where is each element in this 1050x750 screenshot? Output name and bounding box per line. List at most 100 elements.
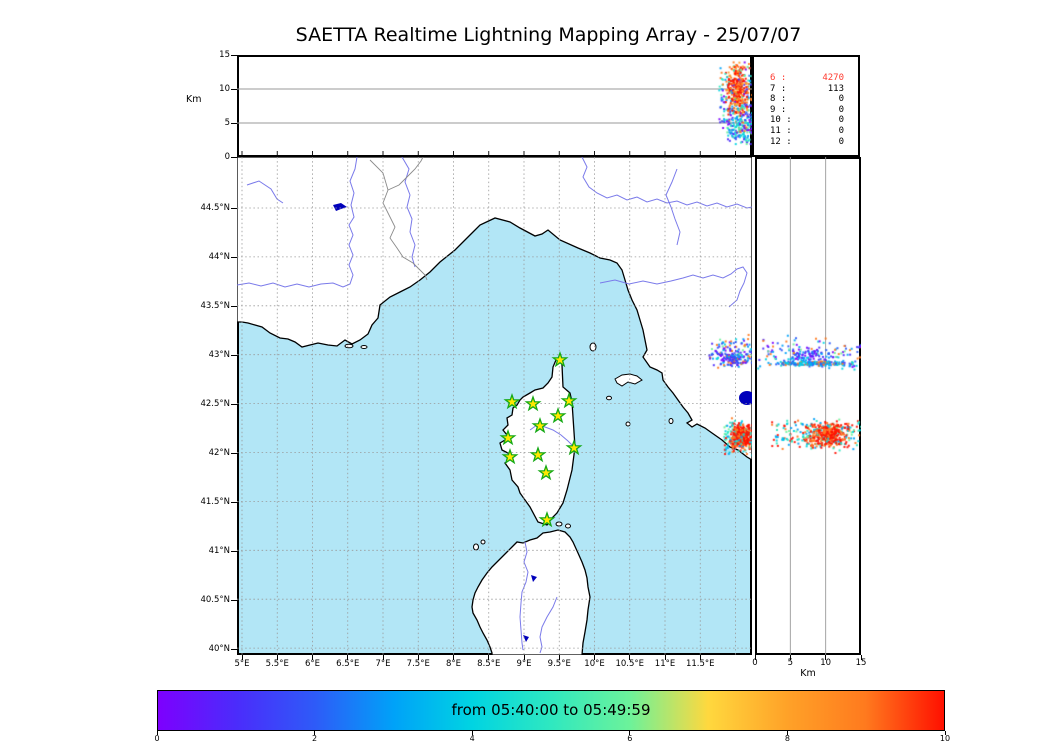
altitude-longitude-panel [236,55,752,157]
lon-tick-mark [558,655,560,660]
lat-tick-label: 42.5°N [200,398,230,409]
legend-level: 11 : [770,125,792,136]
colorbar-tick-mark [629,731,631,735]
lat-tick-label: 40.5°N [200,594,230,605]
lon-tick-label: 10°E [584,659,605,669]
lon-tick-mark [453,655,454,660]
legend-count: 0 [838,136,844,147]
colorbar-tick-mark [156,731,158,735]
lon-tick-label: 5.5°E [265,659,289,669]
legend-row-level-7: 7 : 113 [754,84,858,95]
altitude-tick-label: 15 [219,49,230,60]
lat-tick-label: 42°N [208,447,230,458]
lat-tick-label: 44°N [208,251,230,262]
legend-count: 0 [838,94,844,105]
asinara-island-1 [472,543,479,550]
legend-row-level-6: 6 : 4270 [754,73,858,84]
lon-tick-label: 11.5°E [685,659,715,669]
colorbar-tick-mark [944,731,946,735]
right-altitude-tick-mark [825,655,827,660]
lon-tick-mark [312,655,313,660]
altitude-tick-mark [231,88,237,90]
lon-tick-label: 7°E [375,659,391,669]
lon-tick-label: 6.5°E [336,659,360,669]
pianosa-island [605,395,612,400]
lon-tick-label: 10.5°E [615,659,645,669]
lon-tick-mark [629,655,631,660]
lon-tick-mark [276,655,278,660]
right-altitude-tick-mark [754,655,756,660]
asinara-island-2 [480,539,485,544]
altitude-axis-label: Km [186,94,202,105]
colorbar-tick-label: 4 [469,734,475,743]
map-panel [236,156,752,655]
legend-level: 10 : [770,115,792,126]
lat-tick-mark [231,648,237,650]
lat-tick-mark [231,452,237,454]
colorbar-tick-label: 6 [627,734,633,743]
elba-island [613,372,643,387]
maddalena-island-2 [564,523,571,528]
legend-row-level-12: 12 : 0 [754,137,858,148]
lon-tick-label: 9°E [516,659,532,669]
lat-tick-label: 41°N [208,545,230,556]
lat-tick-label: 43°N [208,349,230,360]
hyeres-island-1 [344,343,353,348]
figure-title: SAETTA Realtime Lightning Mapping Array … [295,24,802,46]
lon-tick-mark [417,655,419,660]
lat-tick-label: 43.5°N [200,300,230,311]
lon-tick-label: 7.5°E [406,659,430,669]
altitude-latitude-grid [789,156,826,655]
altitude-tick-label: 10 [219,83,230,94]
legend-count: 113 [827,83,844,94]
altitude-tick-mark [231,54,237,56]
colorbar-tick-label: 10 [939,734,951,743]
lat-tick-mark [231,354,237,356]
legend-level: 8 : [770,94,787,105]
colorbar-tick-mark [471,731,473,735]
lat-tick-mark [231,207,237,209]
sardinia-landmass [470,528,591,655]
giglio-island [668,417,673,424]
altitude-tick-mark [231,156,237,158]
legend-level: 7 : [770,83,787,94]
map-canvas [236,156,752,655]
legend-row-level-10: 10 : 0 [754,115,858,126]
lat-tick-label: 41.5°N [200,496,230,507]
lat-tick-mark [231,501,237,503]
altitude-longitude-grid [236,88,752,157]
lat-tick-mark [231,599,237,601]
legend-level: 9 : [770,104,787,115]
lon-tick-label: 6°E [304,659,321,669]
mainland-coastline [236,156,752,461]
altitude-tick-label: 0 [224,151,230,162]
hyeres-island-2 [360,344,367,349]
right-altitude-axis-label: Km [800,668,816,679]
legend-level: 6 : [770,73,787,83]
altitude-latitude-panel [755,156,861,655]
legend-row-level-11: 11 : 0 [754,126,858,137]
lon-tick-label: 9.5°E [547,659,571,669]
colorbar-tick-label: 0 [154,734,160,743]
capraia-island [589,342,596,351]
lat-tick-mark [231,256,237,258]
right-altitude-tick-mark [789,655,791,660]
legend-count: 0 [838,104,844,115]
colorbar-tick-mark [786,731,788,735]
lon-tick-mark [382,655,384,660]
legend-count: 0 [838,125,844,136]
legend-row-level-9: 9 : 0 [754,105,858,116]
lon-tick-label: 5°E [234,659,250,669]
lat-tick-mark [231,403,237,405]
time-colorbar: from 05:40:00 to 05:49:59 [157,690,945,731]
lon-tick-mark [523,655,525,660]
legend-count: 4270 [822,73,844,83]
lon-tick-mark [488,655,490,660]
colorbar-tick-label: 2 [312,734,318,743]
right-altitude-tick-label: 5 [787,658,794,668]
legend-level: 12 : [770,136,792,147]
right-altitude-tick-label: 0 [752,658,758,668]
lon-tick-label: 11°E [654,659,676,669]
lon-tick-mark [594,655,595,660]
